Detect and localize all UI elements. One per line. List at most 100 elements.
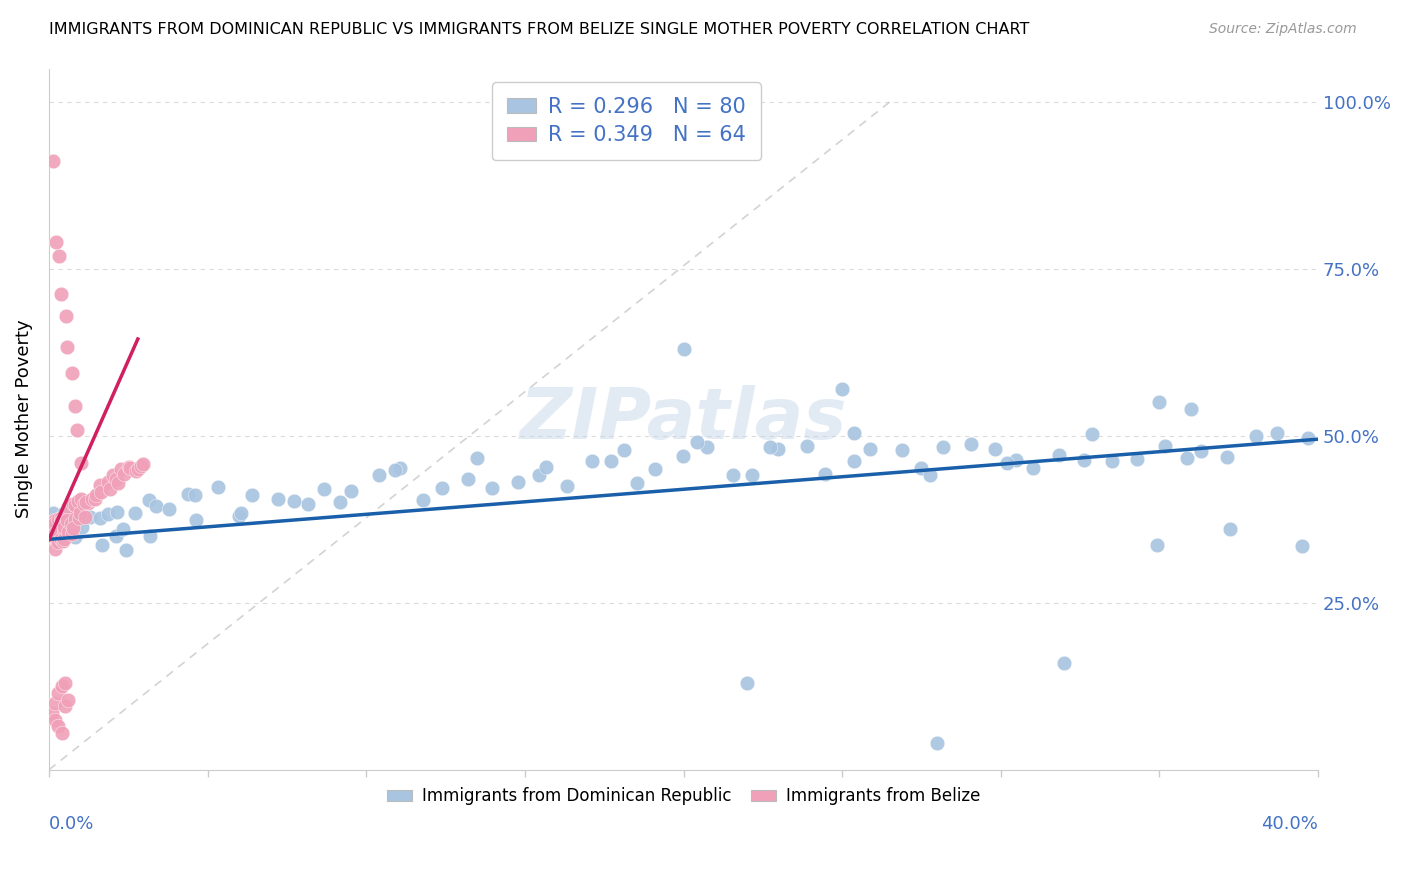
Point xyxy=(1244,429,1267,443)
Point xyxy=(44,696,66,710)
Point xyxy=(228,508,250,523)
Point xyxy=(457,472,479,486)
Point xyxy=(53,532,76,546)
Point xyxy=(508,475,530,489)
Text: ZIPatlas: ZIPatlas xyxy=(520,384,848,454)
Point xyxy=(984,442,1007,456)
Point xyxy=(267,491,290,506)
Point xyxy=(959,437,981,451)
Point xyxy=(1149,395,1171,409)
Point xyxy=(626,476,648,491)
Point xyxy=(1146,538,1168,552)
Point xyxy=(768,442,790,456)
Point xyxy=(672,449,695,463)
Point xyxy=(44,713,66,727)
Point xyxy=(76,496,98,510)
Point xyxy=(368,467,391,482)
Point xyxy=(283,494,305,508)
Point xyxy=(1021,461,1043,475)
Point xyxy=(97,475,120,490)
Point xyxy=(51,514,73,528)
Point xyxy=(995,457,1018,471)
Point xyxy=(842,454,865,468)
Point xyxy=(127,462,149,476)
Point xyxy=(51,726,73,740)
Point xyxy=(534,460,557,475)
Point xyxy=(62,521,84,535)
Point xyxy=(69,506,91,520)
Point xyxy=(67,511,90,525)
Point xyxy=(56,692,79,706)
Point xyxy=(891,442,914,457)
Point xyxy=(139,529,162,543)
Point xyxy=(42,154,65,169)
Point xyxy=(52,533,75,548)
Point xyxy=(46,525,69,540)
Point xyxy=(842,426,865,441)
Point xyxy=(63,512,86,526)
Point xyxy=(1101,454,1123,468)
Point xyxy=(759,440,782,454)
Point xyxy=(44,525,66,540)
Point xyxy=(672,342,695,356)
Point xyxy=(41,527,63,541)
Point xyxy=(55,511,77,525)
Point xyxy=(339,483,361,498)
Point xyxy=(1189,443,1212,458)
Point xyxy=(814,467,837,481)
Point xyxy=(66,423,89,437)
Point xyxy=(44,542,66,557)
Point xyxy=(56,524,79,539)
Point xyxy=(1047,448,1070,462)
Point xyxy=(51,511,73,525)
Point xyxy=(73,509,96,524)
Point xyxy=(312,482,335,496)
Text: IMMIGRANTS FROM DOMINICAN REPUBLIC VS IMMIGRANTS FROM BELIZE SINGLE MOTHER POVER: IMMIGRANTS FROM DOMINICAN REPUBLIC VS IM… xyxy=(49,22,1029,37)
Point xyxy=(129,458,152,473)
Point xyxy=(62,497,84,511)
Point xyxy=(1180,402,1202,417)
Point xyxy=(63,399,86,413)
Point xyxy=(613,443,636,458)
Point xyxy=(70,520,93,534)
Point xyxy=(89,478,111,492)
Point xyxy=(229,506,252,520)
Point xyxy=(45,235,67,249)
Point xyxy=(120,460,142,475)
Point xyxy=(1219,522,1241,536)
Point xyxy=(1004,453,1026,467)
Point xyxy=(79,509,101,524)
Point xyxy=(184,488,207,502)
Point xyxy=(53,509,76,524)
Point xyxy=(430,481,453,495)
Point xyxy=(1265,425,1288,440)
Point xyxy=(1175,451,1198,466)
Point xyxy=(98,482,121,496)
Point xyxy=(53,676,76,690)
Point xyxy=(124,506,146,520)
Legend: Immigrants from Dominican Republic, Immigrants from Belize: Immigrants from Dominican Republic, Immi… xyxy=(380,780,987,812)
Point xyxy=(53,520,76,534)
Point xyxy=(73,497,96,511)
Point xyxy=(70,491,93,506)
Point xyxy=(46,512,69,526)
Point xyxy=(97,507,120,521)
Point xyxy=(297,497,319,511)
Point xyxy=(644,462,666,476)
Point xyxy=(53,507,76,521)
Point xyxy=(927,736,949,750)
Point xyxy=(56,500,79,515)
Point xyxy=(105,529,128,543)
Point xyxy=(111,522,134,536)
Point xyxy=(859,442,882,456)
Point xyxy=(117,460,139,475)
Point xyxy=(59,517,82,532)
Point xyxy=(63,498,86,512)
Point xyxy=(59,499,82,513)
Point xyxy=(112,467,135,482)
Y-axis label: Single Mother Poverty: Single Mother Poverty xyxy=(15,320,32,518)
Point xyxy=(1073,453,1095,467)
Point xyxy=(555,478,578,492)
Point xyxy=(735,676,758,690)
Point xyxy=(145,500,167,514)
